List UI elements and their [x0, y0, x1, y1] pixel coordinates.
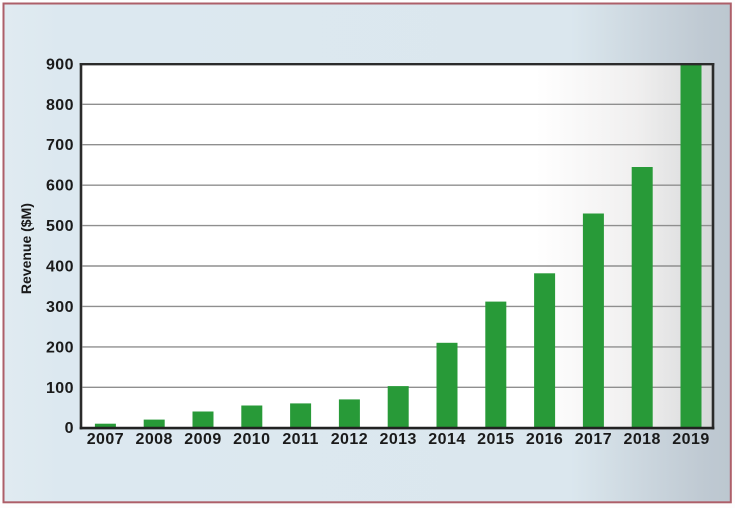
svg-text:900: 900 [46, 56, 74, 73]
svg-text:700: 700 [46, 137, 74, 154]
svg-text:2016: 2016 [526, 431, 563, 448]
svg-text:2011: 2011 [282, 431, 319, 448]
svg-text:2017: 2017 [575, 431, 612, 448]
svg-text:2018: 2018 [623, 431, 660, 448]
svg-text:500: 500 [46, 218, 74, 235]
svg-text:0: 0 [65, 420, 74, 437]
svg-text:2019: 2019 [672, 431, 709, 448]
svg-text:100: 100 [46, 380, 74, 397]
svg-text:2007: 2007 [87, 431, 124, 448]
svg-text:2014: 2014 [428, 431, 465, 448]
svg-text:2013: 2013 [379, 431, 416, 448]
svg-text:600: 600 [46, 178, 74, 195]
svg-text:300: 300 [46, 299, 74, 316]
svg-text:2010: 2010 [233, 431, 270, 448]
svg-text:2015: 2015 [477, 431, 514, 448]
svg-text:2008: 2008 [135, 431, 172, 448]
svg-text:2009: 2009 [184, 431, 221, 448]
svg-text:800: 800 [46, 97, 74, 114]
svg-text:400: 400 [46, 259, 74, 276]
svg-text:2012: 2012 [331, 431, 368, 448]
svg-text:Revenue ($M): Revenue ($M) [18, 203, 34, 294]
svg-text:200: 200 [46, 339, 74, 356]
